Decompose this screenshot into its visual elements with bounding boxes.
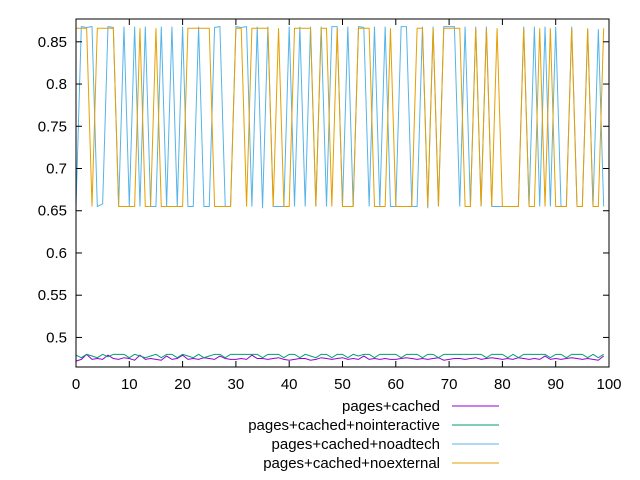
x-tick-label: 30 <box>228 376 245 393</box>
y-tick-label: 0.6 <box>46 245 67 262</box>
series-line-2 <box>75 353 604 359</box>
legend-label-2: pages+cached+nointeractive <box>248 417 440 434</box>
y-tick-label: 0.85 <box>38 34 67 51</box>
x-tick-label: 20 <box>174 376 191 393</box>
series-line-4 <box>76 27 605 208</box>
x-tick-label: 50 <box>334 376 351 393</box>
y-tick-label: 0.7 <box>46 161 67 178</box>
x-tick-label: 60 <box>387 376 404 393</box>
y-tick-label: 0.75 <box>38 118 67 135</box>
x-tick-label: 90 <box>547 376 564 393</box>
x-tick-label: 0 <box>72 376 80 393</box>
x-tick-label: 100 <box>596 376 621 393</box>
legend-label-4: pages+cached+noexternal <box>263 455 440 472</box>
legend-label-3: pages+cached+noadtech <box>272 436 440 453</box>
x-tick-label: 70 <box>441 376 458 393</box>
axes: 0 10 20 30 40 50 60 70 80 90 100 0.5 0.55 0.6 0.65 0.7 0… <box>38 18 622 393</box>
series-line-1 <box>75 353 604 362</box>
y-tick-label: 0.8 <box>46 76 67 93</box>
series-lines <box>75 26 605 362</box>
legend: pages+cached pages+cached+nointeractive pa… <box>248 398 499 472</box>
x-tick-label: 80 <box>494 376 511 393</box>
y-tick-label: 0.55 <box>38 287 67 304</box>
y-tick-label: 0.5 <box>46 329 67 346</box>
y-tick-label: 0.65 <box>38 203 67 220</box>
x-tick-label: 10 <box>121 376 138 393</box>
legend-label-1: pages+cached <box>342 398 440 415</box>
x-tick-label: 40 <box>281 376 298 393</box>
